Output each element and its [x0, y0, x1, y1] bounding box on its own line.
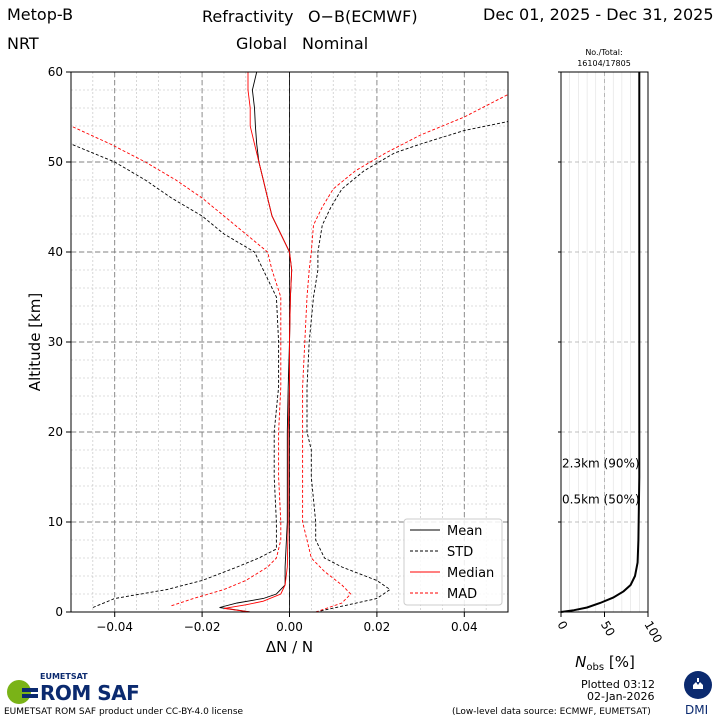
- dmi-label: DMI: [685, 703, 709, 717]
- legend-box: [403, 518, 503, 606]
- y-tick-label: 10: [48, 515, 63, 529]
- romsaf-logo: EUMETSAT ROM SAF: [4, 672, 144, 708]
- date-range: Dec 01, 2025 - Dec 31, 2025: [483, 5, 714, 24]
- side-x-tick-label: 0: [554, 619, 570, 633]
- mode-label: NRT: [7, 34, 39, 53]
- satellite-label: Metop-B: [7, 5, 74, 24]
- series-nobs-line: [560, 72, 641, 613]
- y-tick-label: 50: [48, 155, 63, 169]
- y-tick-label: 40: [48, 245, 63, 259]
- subtitle-left: Global: [236, 34, 288, 53]
- y-tick-label: 60: [48, 65, 63, 79]
- title-right: O−B(ECMWF): [308, 7, 418, 26]
- legend-label-mad: MAD: [447, 587, 477, 602]
- x-tick-label: 0.02: [364, 620, 391, 634]
- y-axis-label: Altitude [km]: [26, 293, 44, 391]
- dmi-logo: [684, 671, 712, 699]
- side-header-value: 16104/17805: [577, 59, 631, 68]
- x-axis-label: ΔN / N: [266, 638, 313, 656]
- legend-label-std: STD: [447, 545, 473, 560]
- y-tick-label: 0: [55, 605, 63, 619]
- legend-label-mean: Mean: [447, 524, 482, 539]
- side-x-tick-label: 100: [641, 619, 665, 646]
- side-x-tick-label: 50: [598, 619, 618, 639]
- side-header-label: No./Total:: [585, 48, 622, 57]
- subtitle-right: Nominal: [302, 34, 369, 53]
- series-std-line: [71, 143, 280, 608]
- x-tick-label: −0.02: [184, 620, 221, 634]
- series-median-line: [223, 72, 293, 612]
- title-left: Refractivity: [202, 7, 294, 26]
- x-tick-label: −0.04: [96, 620, 133, 634]
- side-annotation: 2.3km (90%): [562, 457, 640, 471]
- side-annotation: 0.5km (50%): [562, 493, 640, 507]
- y-tick-label: 20: [48, 425, 63, 439]
- legend-label-median: Median: [447, 566, 494, 581]
- series-std-line-right: [306, 121, 508, 612]
- plotted-date: 02-Jan-2026: [587, 690, 655, 703]
- romsaf-text: ROM SAF: [40, 681, 140, 705]
- side-x-axis-label: Nobs [%]: [575, 653, 635, 673]
- x-tick-label: 0.04: [451, 620, 478, 634]
- series-mad-line-right: [302, 94, 508, 612]
- x-tick-label: 0.00: [276, 620, 303, 634]
- y-tick-label: 30: [48, 335, 63, 349]
- eumetsat-label: EUMETSAT: [40, 672, 88, 681]
- plotted-time: Plotted 03:12: [581, 678, 655, 691]
- data-source: (Low-level data source: ECMWF, EUMETSAT): [452, 707, 651, 717]
- license-text: EUMETSAT ROM SAF product under CC-BY-4.0…: [4, 707, 244, 717]
- series-mad-line: [71, 125, 282, 607]
